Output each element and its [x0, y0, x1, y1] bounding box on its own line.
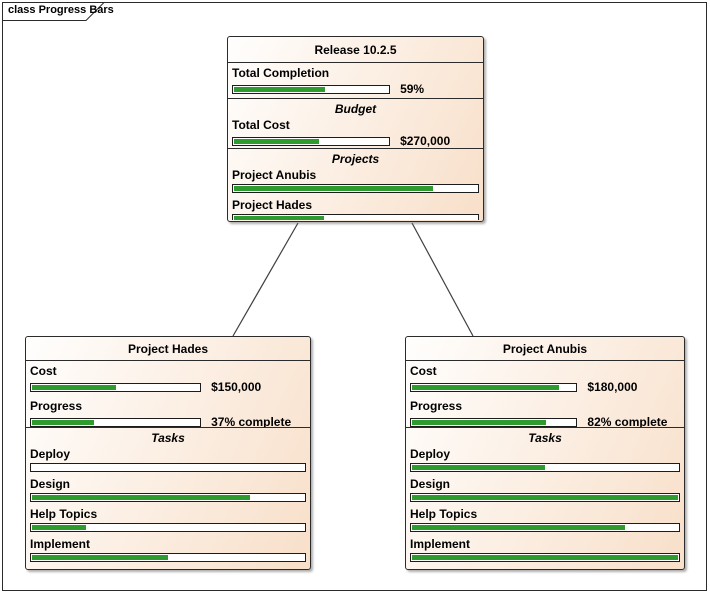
progress-row: 59%	[232, 82, 479, 96]
item-label: Deploy	[410, 447, 451, 461]
item-label: Progress	[410, 399, 463, 413]
progress-bar-fill	[412, 465, 545, 470]
progress-row: $180,000	[410, 380, 680, 394]
progress-row	[232, 214, 479, 220]
progress-row	[30, 463, 306, 472]
progress-bar	[410, 382, 578, 392]
section-heading: Tasks	[528, 431, 562, 445]
progress-bar-fill	[412, 525, 625, 530]
progress-value: $180,000	[587, 380, 638, 394]
progress-bar	[232, 214, 479, 220]
item-label: Help Topics	[30, 507, 98, 521]
progress-row	[30, 493, 306, 502]
progress-bar	[30, 417, 202, 427]
progress-row	[232, 184, 479, 193]
progress-bar-fill	[234, 138, 319, 144]
node-compartment: Cost $150,000 Progress 37% complete	[26, 361, 310, 427]
class-node-project-anubis[interactable]: Project Anubis Cost $180,000 Progress 82…	[405, 336, 685, 570]
progress-row: 82% complete	[410, 415, 680, 427]
progress-bar	[30, 493, 306, 502]
progress-row	[30, 553, 306, 562]
item-label: Total Cost	[232, 118, 290, 132]
progress-row: 37% complete	[30, 415, 306, 427]
progress-value: $270,000	[400, 134, 451, 148]
node-compartment: Projects Project Anubis Project Hades	[228, 148, 483, 220]
node-compartment: Tasks Deploy Design Help Topics Implemen…	[26, 427, 310, 568]
progress-row	[410, 493, 680, 502]
progress-bar	[30, 553, 306, 562]
progress-bar-fill	[234, 216, 324, 220]
item-label: Implement	[410, 537, 471, 551]
progress-bar-fill	[32, 419, 94, 425]
progress-value: 82% complete	[587, 415, 668, 427]
progress-bar	[232, 136, 391, 146]
item-label: Cost	[30, 364, 57, 378]
progress-bar	[232, 84, 391, 94]
node-title: Release 10.2.5	[228, 37, 483, 63]
progress-value: $150,000	[211, 380, 262, 394]
node-title: Project Hades	[26, 337, 310, 361]
node-compartment: Budget Total Cost $270,000	[228, 98, 483, 148]
connector-release-to-anubis[interactable]	[411, 222, 474, 337]
progress-bar-fill	[234, 186, 434, 191]
class-node-project-hades[interactable]: Project Hades Cost $150,000 Progress 37%…	[25, 336, 311, 570]
item-label: Project Hades	[232, 198, 313, 212]
item-label: Help Topics	[410, 507, 478, 521]
node-title: Project Anubis	[406, 337, 684, 361]
progress-bar-fill	[32, 495, 250, 500]
progress-bar-fill	[32, 555, 168, 560]
node-compartment: Cost $180,000 Progress 82% complete	[406, 361, 684, 427]
section-heading: Projects	[331, 152, 380, 166]
progress-bar-fill	[412, 555, 678, 560]
progress-row	[30, 523, 306, 532]
progress-bar-fill	[32, 384, 116, 390]
progress-bar	[30, 463, 306, 472]
progress-bar	[232, 184, 479, 193]
item-label: Cost	[410, 364, 437, 378]
item-label: Progress	[30, 399, 83, 413]
progress-bar-fill	[412, 495, 678, 500]
progress-row: $150,000	[30, 380, 306, 394]
node-compartment: Tasks Deploy Design Help Topics Implemen…	[406, 427, 684, 568]
progress-row	[410, 553, 680, 562]
item-label: Total Completion	[232, 66, 330, 80]
item-label: Design	[410, 477, 451, 491]
progress-value: 59%	[400, 82, 425, 96]
progress-bar-fill	[234, 86, 325, 92]
progress-bar-fill	[32, 525, 87, 530]
progress-bar	[30, 382, 202, 392]
progress-bar-fill	[412, 384, 560, 390]
item-label: Design	[30, 477, 71, 491]
class-node-release[interactable]: Release 10.2.5 Total Completion 59% Budg…	[227, 36, 484, 222]
progress-bar	[410, 553, 680, 562]
progress-bar	[410, 417, 578, 427]
progress-bar	[30, 523, 306, 532]
progress-bar	[410, 493, 680, 502]
section-heading: Tasks	[151, 431, 185, 445]
progress-bar	[410, 463, 680, 472]
progress-row	[410, 523, 680, 532]
diagram-frame-tab	[2, 2, 106, 21]
node-compartment: Total Completion 59%	[228, 63, 483, 98]
progress-bar-fill	[412, 419, 546, 425]
progress-row: $270,000	[232, 134, 479, 148]
item-label: Project Anubis	[232, 168, 317, 182]
item-label: Deploy	[30, 447, 71, 461]
connector-release-to-hades[interactable]	[232, 222, 299, 337]
diagram-frame-label: class Progress Bars	[8, 4, 114, 16]
section-heading: Budget	[334, 102, 377, 116]
item-label: Implement	[30, 537, 91, 551]
progress-value: 37% complete	[211, 415, 292, 427]
progress-row	[410, 463, 680, 472]
progress-bar	[410, 523, 680, 532]
